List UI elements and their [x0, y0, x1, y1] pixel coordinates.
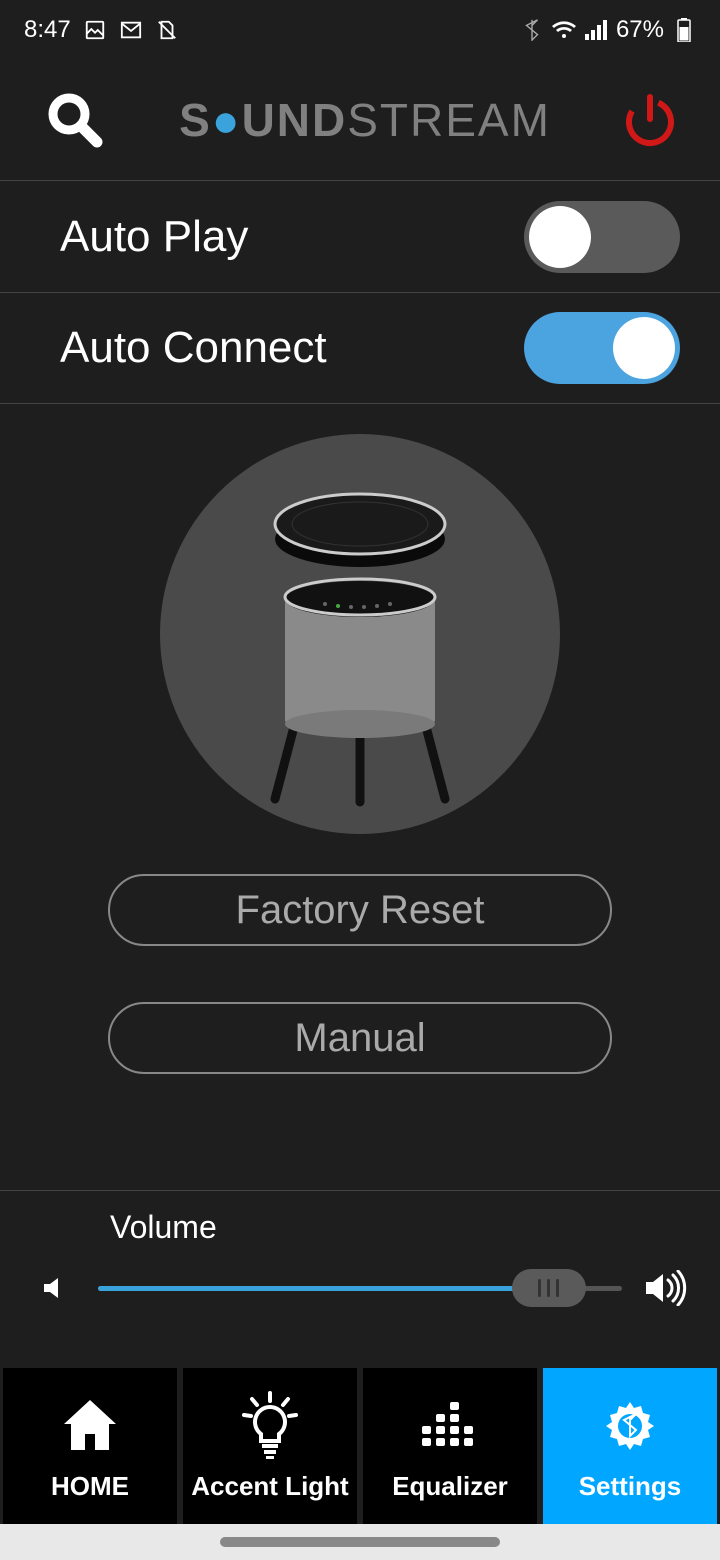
auto-connect-row: Auto Connect: [0, 292, 720, 404]
settings-gear-icon: [600, 1391, 660, 1461]
status-bar: 8:47 67%: [0, 0, 720, 60]
signal-icon: [584, 18, 608, 42]
home-icon: [58, 1391, 122, 1461]
nav-home-label: HOME: [51, 1471, 129, 1502]
power-button[interactable]: [620, 90, 680, 150]
bottom-nav: HOME Accent Light Equalizer Settings: [0, 1368, 720, 1524]
wifi-icon: [552, 18, 576, 42]
gesture-handle[interactable]: [220, 1537, 500, 1547]
image-icon: [83, 18, 107, 42]
volume-mute-button[interactable]: [30, 1264, 78, 1312]
manual-button[interactable]: Manual: [108, 1002, 612, 1074]
nav-equalizer-label: Equalizer: [392, 1471, 508, 1502]
factory-reset-button[interactable]: Factory Reset: [108, 874, 612, 946]
power-icon: [623, 93, 677, 147]
toggle-knob: [613, 317, 675, 379]
nav-accent-light[interactable]: Accent Light: [183, 1368, 357, 1524]
product-area: Factory Reset Manual: [0, 404, 720, 1074]
auto-play-row: Auto Play: [0, 180, 720, 292]
volume-section: Volume: [0, 1190, 720, 1342]
app-logo: S●UNDSTREAM: [110, 93, 620, 147]
equalizer-icon: [418, 1391, 482, 1461]
product-image: [160, 434, 560, 834]
auto-connect-toggle[interactable]: [524, 312, 680, 384]
app-header: S●UNDSTREAM: [0, 60, 720, 180]
battery-icon: [672, 18, 696, 42]
status-right: 67%: [520, 16, 696, 44]
auto-play-label: Auto Play: [60, 212, 248, 262]
factory-reset-label: Factory Reset: [236, 888, 485, 933]
speaker-icon: [220, 454, 500, 814]
volume-slider[interactable]: [98, 1269, 622, 1307]
nav-settings-label: Settings: [579, 1471, 682, 1502]
nav-equalizer[interactable]: Equalizer: [363, 1368, 537, 1524]
auto-play-toggle[interactable]: [524, 201, 680, 273]
volume-label: Volume: [110, 1209, 690, 1246]
volume-high-icon: [644, 1270, 688, 1306]
status-time: 8:47: [24, 16, 71, 44]
search-icon: [45, 90, 105, 150]
volume-row: [30, 1264, 690, 1312]
gesture-bar: [0, 1524, 720, 1560]
bluetooth-icon: [520, 18, 544, 42]
search-button[interactable]: [40, 85, 110, 155]
lightbulb-icon: [238, 1391, 302, 1461]
nav-accent-light-label: Accent Light: [191, 1471, 348, 1502]
volume-low-icon: [40, 1274, 68, 1302]
slider-fill: [98, 1286, 549, 1291]
slider-thumb[interactable]: [512, 1269, 586, 1307]
status-left: 8:47: [24, 16, 179, 44]
nav-home[interactable]: HOME: [3, 1368, 177, 1524]
auto-connect-label: Auto Connect: [60, 323, 327, 373]
toggle-knob: [529, 206, 591, 268]
manual-label: Manual: [294, 1016, 425, 1061]
nav-settings[interactable]: Settings: [543, 1368, 717, 1524]
no-sim-icon: [155, 18, 179, 42]
volume-max-button[interactable]: [642, 1264, 690, 1312]
mail-icon: [119, 18, 143, 42]
battery-percent: 67%: [616, 16, 664, 44]
